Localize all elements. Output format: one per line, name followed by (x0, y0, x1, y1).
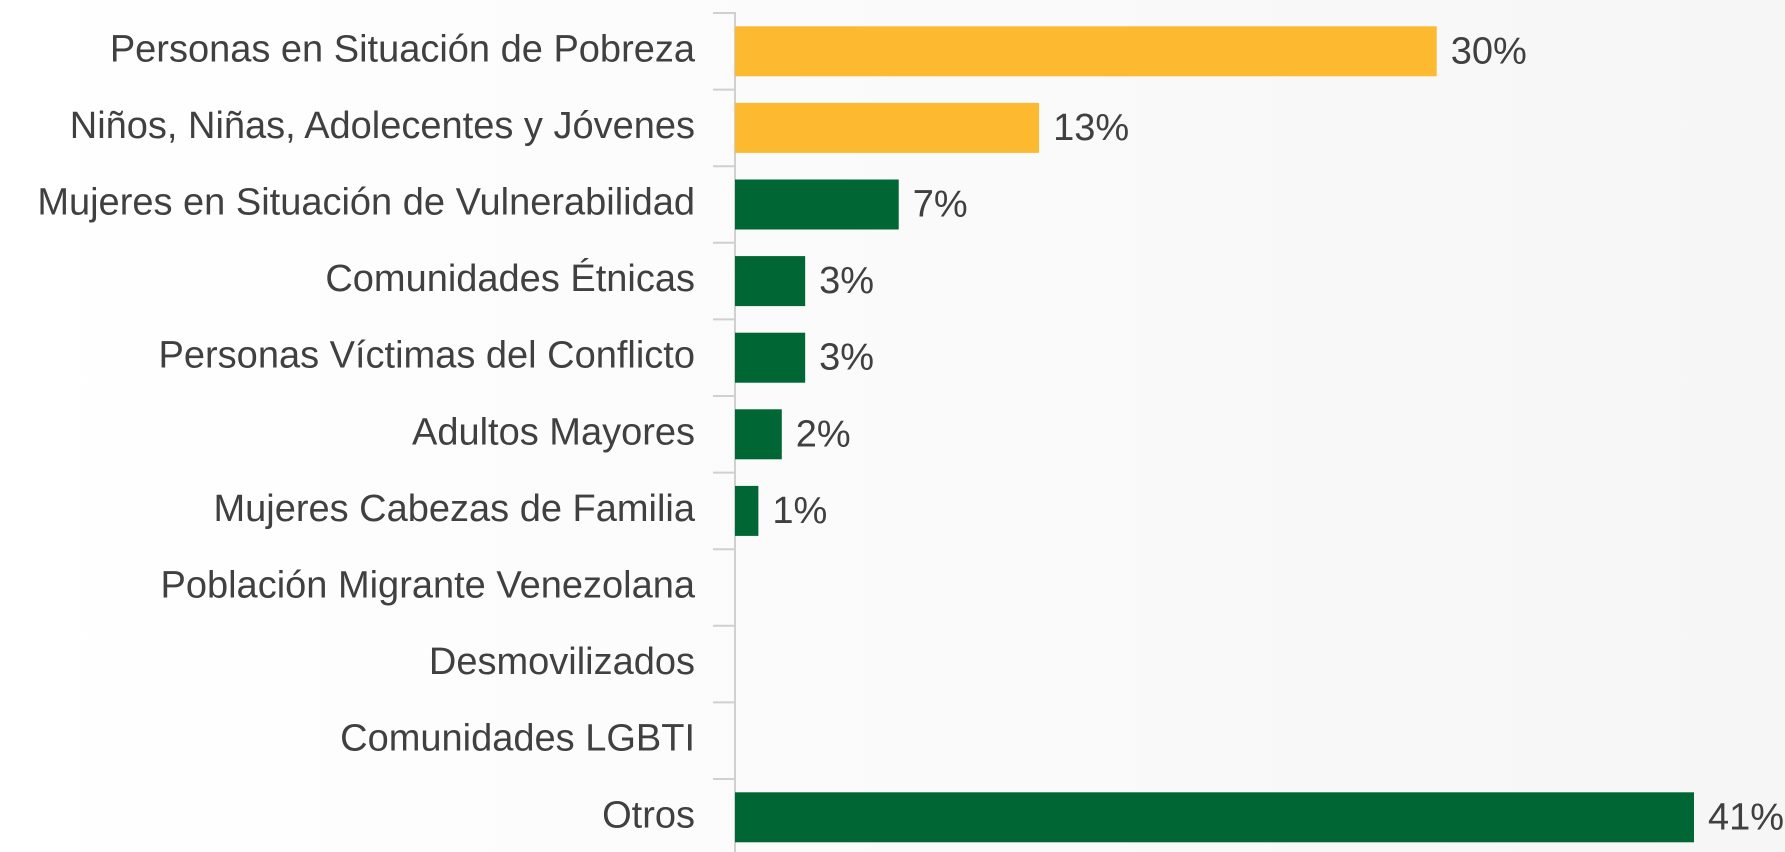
value-label: 30% (1451, 30, 1527, 72)
category-label: Comunidades LGBTI (340, 718, 695, 760)
value-label: 1% (772, 490, 827, 532)
bar (735, 792, 1694, 843)
category-label: Comunidades Étnicas (325, 257, 695, 300)
bar (735, 332, 806, 383)
value-label: 7% (913, 184, 968, 226)
bar (735, 179, 899, 230)
value-label: 13% (1053, 107, 1129, 149)
bar (735, 485, 759, 536)
value-label: 3% (819, 337, 874, 379)
bar (735, 409, 782, 460)
bar (735, 26, 1437, 77)
category-label: Mujeres en Situación de Vulnerabilidad (37, 182, 695, 224)
category-label: Desmovilizados (429, 641, 695, 683)
category-label: Adultos Mayores (412, 411, 695, 453)
category-label: Población Migrante Venezolana (161, 565, 696, 607)
value-label: 2% (796, 413, 851, 455)
value-label: 41% (1708, 796, 1784, 838)
value-label: 3% (819, 260, 874, 302)
category-label: Personas en Situación de Pobreza (110, 28, 696, 70)
category-label: Niños, Niñas, Adolecentes y Jóvenes (70, 105, 695, 147)
category-label: Otros (602, 794, 695, 836)
bar (735, 256, 806, 307)
category-label: Personas Víctimas del Conflicto (159, 335, 695, 377)
bar (735, 102, 1040, 153)
category-label: Mujeres Cabezas de Familia (213, 488, 695, 530)
